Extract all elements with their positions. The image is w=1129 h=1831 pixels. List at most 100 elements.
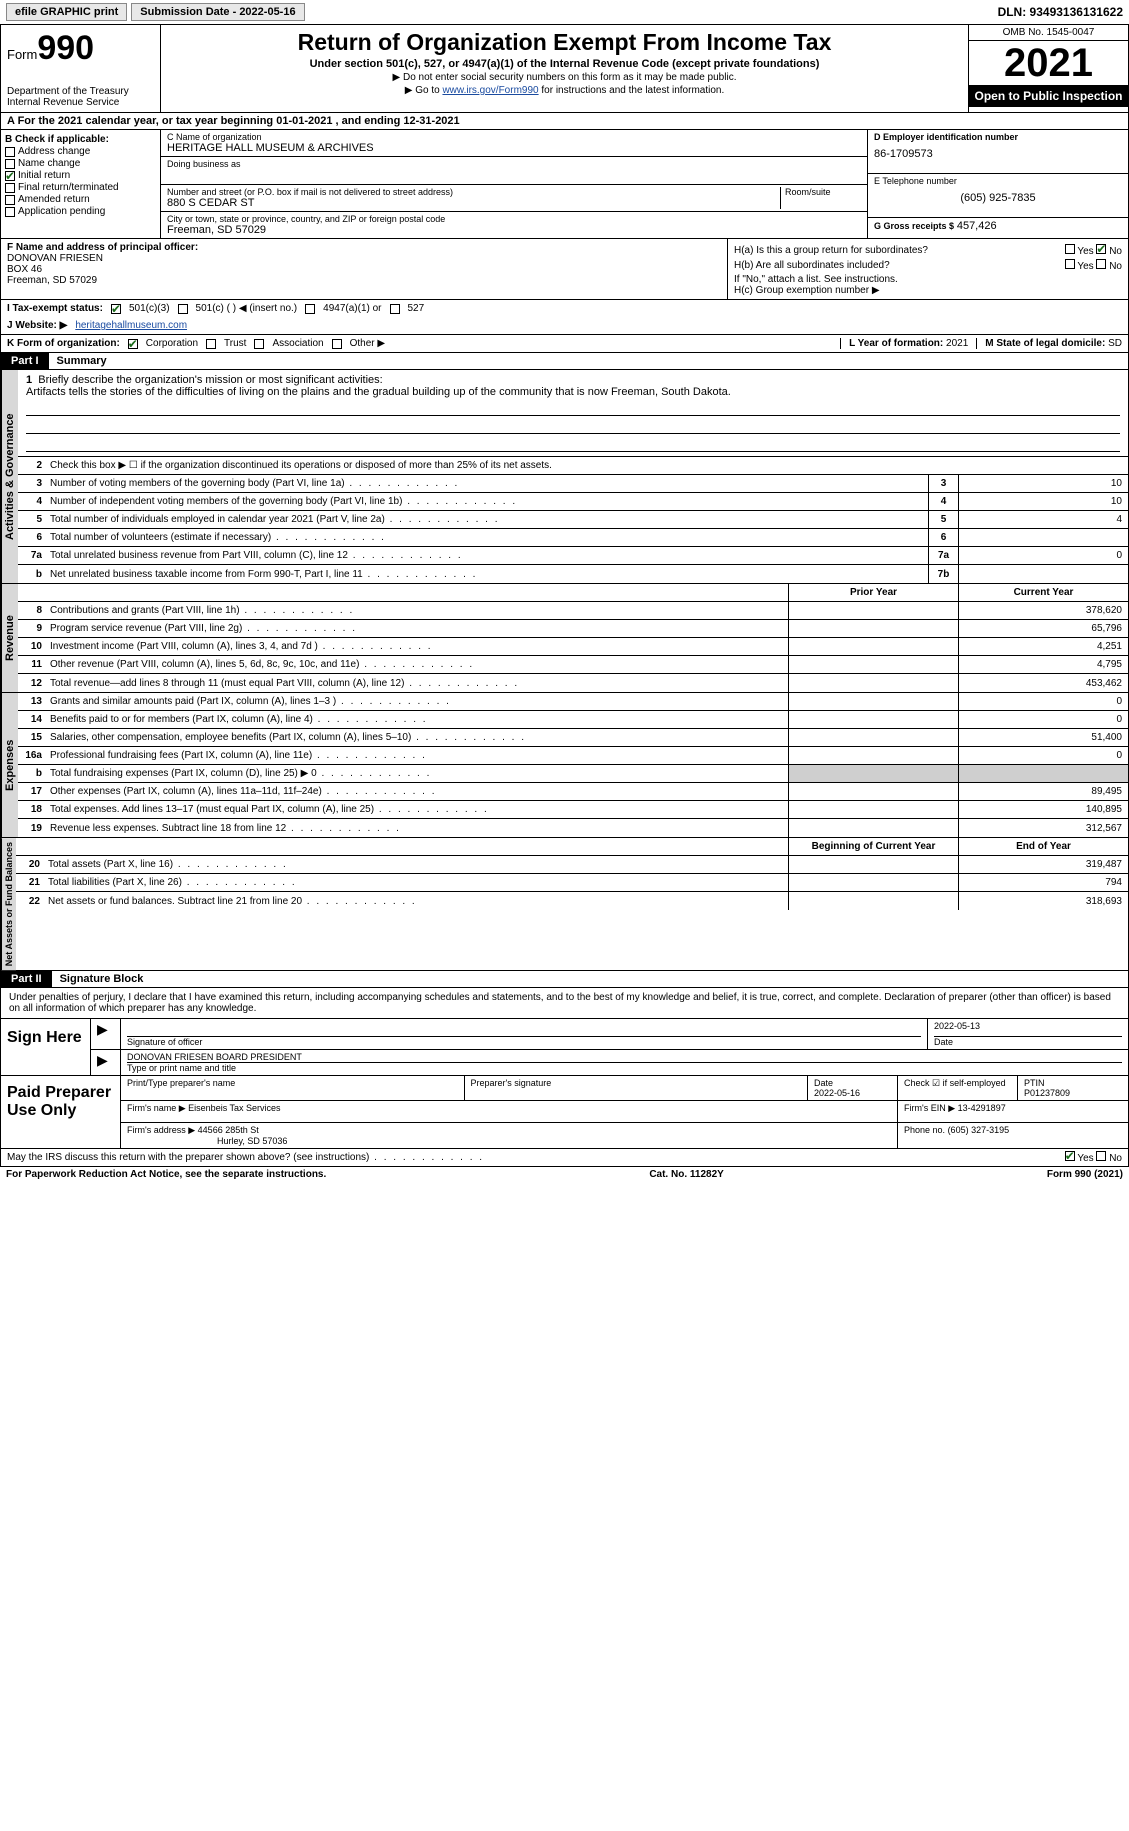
hb-yes-checkbox[interactable]: [1065, 259, 1075, 269]
line-cy: 312,567: [958, 819, 1128, 837]
table-row: bTotal fundraising expenses (Part IX, co…: [18, 765, 1128, 783]
ein-value: 86-1709573: [874, 148, 1122, 160]
section-fgh: F Name and address of principal officer:…: [0, 239, 1129, 300]
hb-note: If "No," attach a list. See instructions…: [734, 274, 1122, 285]
l-value: 2021: [946, 338, 968, 349]
line-desc: Revenue less expenses. Subtract line 18 …: [46, 822, 788, 835]
corp-checkbox[interactable]: [128, 339, 138, 349]
line-cy: 318,693: [958, 892, 1128, 910]
line-cy: 378,620: [958, 602, 1128, 619]
addr-value: 880 S CEDAR ST: [167, 197, 776, 209]
part1-title: Summary: [49, 353, 115, 369]
part1-header: Part I Summary: [0, 353, 1129, 370]
apply-checkbox[interactable]: [5, 159, 15, 169]
declaration-text: Under penalties of perjury, I declare th…: [0, 988, 1129, 1019]
line-box: 5: [928, 511, 958, 528]
discuss-no-checkbox[interactable]: [1096, 1151, 1106, 1161]
irs-link[interactable]: www.irs.gov/Form990: [442, 85, 538, 96]
4947-checkbox[interactable]: [305, 304, 315, 314]
opt-527: 527: [408, 303, 425, 314]
table-row: 17Other expenses (Part IX, column (A), l…: [18, 783, 1128, 801]
line-py: [788, 693, 958, 710]
discuss-row: May the IRS discuss this return with the…: [0, 1149, 1129, 1167]
ha-yes-checkbox[interactable]: [1065, 244, 1075, 254]
sig-officer-label: Signature of officer: [127, 1037, 921, 1047]
line-py: [788, 819, 958, 837]
no-label-3: No: [1109, 1153, 1122, 1164]
line-py: [788, 638, 958, 655]
part2-header: Part II Signature Block: [0, 971, 1129, 988]
group-return: H(a) Is this a group return for subordin…: [728, 239, 1128, 299]
top-bar: efile GRAPHIC print Submission Date - 20…: [0, 0, 1129, 24]
irs-label: Internal Revenue Service: [7, 97, 154, 108]
apply-checkbox[interactable]: [5, 183, 15, 193]
apply-checkbox[interactable]: [5, 147, 15, 157]
line-desc: Total unrelated business revenue from Pa…: [46, 549, 928, 562]
table-row: 14Benefits paid to or for members (Part …: [18, 711, 1128, 729]
apply-checkbox[interactable]: [5, 171, 15, 181]
line-desc: Benefits paid to or for members (Part IX…: [46, 713, 788, 726]
line-py: [788, 602, 958, 619]
line-desc: Professional fundraising fees (Part IX, …: [46, 749, 788, 762]
line-desc: Other expenses (Part IX, column (A), lin…: [46, 785, 788, 798]
efile-graphic-button[interactable]: efile GRAPHIC print: [6, 3, 127, 21]
apply-checkbox[interactable]: [5, 207, 15, 217]
section-bcdeg: B Check if applicable: Address changeNam…: [0, 130, 1129, 239]
ha-no-checkbox[interactable]: [1096, 244, 1106, 254]
line-cy: 51,400: [958, 729, 1128, 746]
line-box: 4: [928, 493, 958, 510]
m-value: SD: [1108, 338, 1122, 349]
f-addr2: Freeman, SD 57029: [7, 275, 721, 286]
527-checkbox[interactable]: [390, 304, 400, 314]
line-desc: Number of voting members of the governin…: [46, 477, 928, 490]
discuss-yes-checkbox[interactable]: [1065, 1151, 1075, 1161]
line-desc: Contributions and grants (Part VIII, lin…: [46, 604, 788, 617]
line-cy: [958, 529, 1128, 546]
ha-label: H(a) Is this a group return for subordin…: [734, 245, 928, 256]
table-row: 6Total number of volunteers (estimate if…: [18, 529, 1128, 547]
assoc-checkbox[interactable]: [254, 339, 264, 349]
vtab-revenue: Revenue: [1, 584, 18, 692]
header-left: Form990 Department of the Treasury Inter…: [1, 25, 161, 112]
opt-4947: 4947(a)(1) or: [323, 303, 381, 314]
dln-text: DLN: 93493136131622: [998, 5, 1123, 19]
501c-checkbox[interactable]: [178, 304, 188, 314]
row-i-tax-status: I Tax-exempt status: 501(c)(3) 501(c) ( …: [0, 300, 1129, 317]
501c3-checkbox[interactable]: [111, 304, 121, 314]
opt-assoc: Association: [272, 338, 323, 349]
submission-date-button[interactable]: Submission Date - 2022-05-16: [131, 3, 304, 21]
checkbox-line: Initial return: [5, 170, 156, 181]
trust-checkbox[interactable]: [206, 339, 216, 349]
revenue-section: Revenue Prior Year Current Year 8Contrib…: [0, 584, 1129, 693]
line-cy: 140,895: [958, 801, 1128, 818]
form-number: 990: [37, 29, 94, 67]
arrow-icon: ▶: [97, 1021, 108, 1037]
other-checkbox[interactable]: [332, 339, 342, 349]
row-a-mid: , and ending: [336, 115, 404, 127]
line-box: 3: [928, 475, 958, 492]
line-cy: 4: [958, 511, 1128, 528]
sign-here-label: Sign Here: [1, 1019, 91, 1075]
hb-no-checkbox[interactable]: [1096, 259, 1106, 269]
checkbox-line: Application pending: [5, 206, 156, 217]
open-inspection: Open to Public Inspection: [969, 85, 1128, 107]
typed-label: Type or print name and title: [127, 1063, 1122, 1073]
l-label: L Year of formation:: [849, 338, 943, 349]
prep-name-label: Print/Type preparer's name: [127, 1078, 458, 1088]
website-link[interactable]: heritagehallmuseum.com: [75, 320, 187, 331]
line-py: [788, 765, 958, 782]
row-a-pre: A For the 2021 calendar year, or tax yea…: [7, 115, 276, 127]
ein-label: D Employer identification number: [874, 132, 1122, 142]
line1-label: Briefly describe the organization's miss…: [38, 374, 382, 386]
table-row: 11Other revenue (Part VIII, column (A), …: [18, 656, 1128, 674]
line-desc: Other revenue (Part VIII, column (A), li…: [46, 658, 788, 671]
line-cy: 0: [958, 711, 1128, 728]
checkbox-line: Final return/terminated: [5, 182, 156, 193]
row-j-website: J Website: ▶ heritagehallmuseum.com: [0, 317, 1129, 335]
apply-checkbox[interactable]: [5, 195, 15, 205]
line-cy: 453,462: [958, 674, 1128, 692]
line-py: [788, 747, 958, 764]
vtab-activities: Activities & Governance: [1, 370, 18, 583]
tax-year: 2021: [969, 41, 1128, 85]
opt-trust: Trust: [224, 338, 246, 349]
